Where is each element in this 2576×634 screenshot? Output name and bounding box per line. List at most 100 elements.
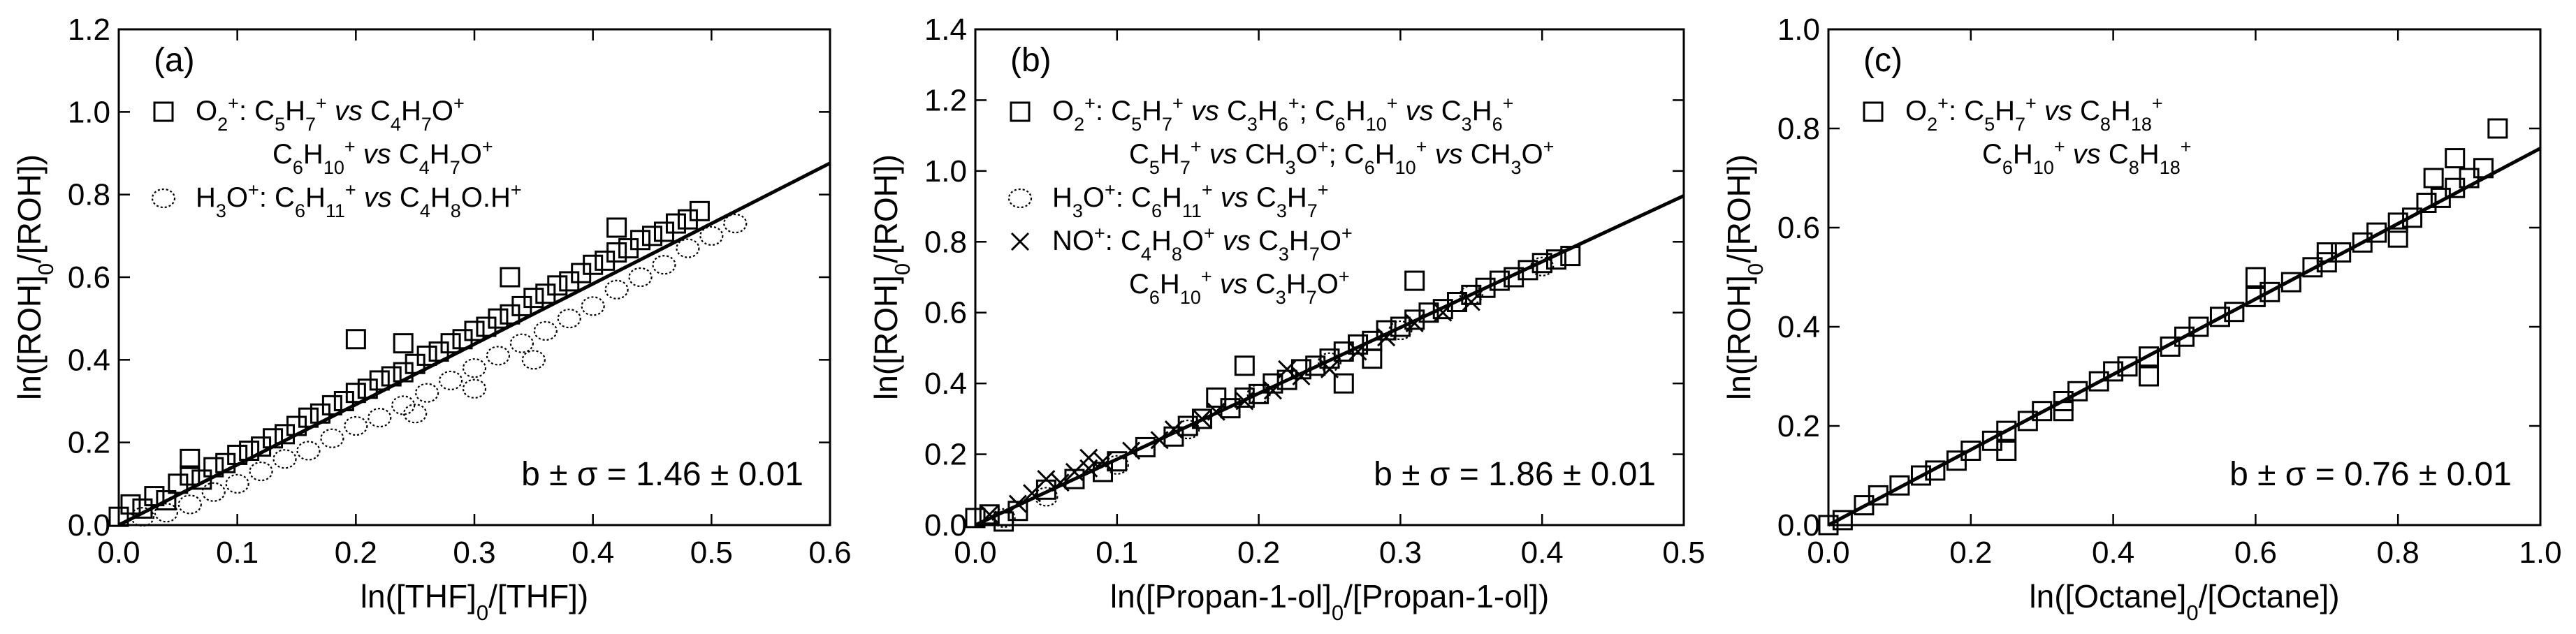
legend-entry: NO+: C4H8O+ vs C3H7O+ (1052, 223, 1353, 265)
data-point (1489, 270, 1510, 291)
x-tick-label: 0.4 (2092, 536, 2134, 570)
legend-entry: O2+: C5H7+ vs C8H18+ (1905, 93, 2163, 135)
data-point (488, 308, 509, 329)
x-tick-label: 0.6 (2234, 536, 2277, 570)
y-tick-label: 0.0 (68, 508, 110, 543)
data-point (1037, 470, 1056, 489)
data-point (583, 254, 604, 275)
x-axis-label: ln([Propan-1-ol]0/[Propan-1-ol]) (1110, 578, 1549, 625)
data-point (1093, 462, 1114, 482)
y-tick-label: 0.0 (924, 508, 967, 543)
data-point (1390, 316, 1411, 337)
data-point (201, 482, 226, 502)
data-point (630, 230, 651, 251)
data-point (2209, 307, 2230, 327)
data-point (2402, 207, 2423, 228)
data-point (464, 320, 485, 341)
y-tick-label: 0.2 (924, 438, 967, 472)
data-point (604, 279, 629, 300)
data-point (991, 508, 1016, 528)
data-point (665, 213, 686, 234)
y-tick-label: 1.2 (68, 13, 110, 47)
y-tick-label: 0.6 (1777, 211, 1820, 245)
data-point (2331, 242, 2352, 263)
legend-entry: O2+: C5H7+ vs C4H7O+ (196, 93, 465, 135)
data-point (2302, 257, 2323, 278)
plot-frame (1827, 28, 2542, 526)
x-axis-label: ln([THF]0/[THF]) (361, 578, 588, 625)
data-point (2245, 267, 2266, 288)
data-point (547, 275, 568, 296)
plot-frame (117, 28, 831, 526)
data-point (676, 238, 700, 258)
y-tick-label: 0.2 (1777, 409, 1820, 443)
data-point (154, 503, 178, 523)
data-point (2260, 281, 2280, 302)
legend-entry: C5H7+ vs CH3O+; C6H10+ vs CH3O+ (1129, 136, 1554, 178)
panel-b: 0.0 0.1 0.2 0.3 0.4 0.5 0.0 0.2 0.4 0.6 0.8 1.0 1.2 1… (868, 13, 1705, 625)
data-point (345, 329, 366, 350)
fit-annotation: b ± σ = 1.86 ± 0.01 (1374, 456, 1656, 493)
data-point (1064, 469, 1085, 489)
data-point (2117, 356, 2138, 377)
y-tick-label: 1.0 (924, 154, 967, 189)
data-point (320, 428, 344, 448)
legend-entry: O2+: C5H7+ vs C3H6+; C6H10+ vs C3H6+ (1052, 93, 1513, 135)
data-point (1135, 436, 1156, 457)
data-point (272, 449, 297, 469)
data-point (2188, 316, 2209, 337)
data-point (440, 333, 461, 354)
data-point (1333, 341, 1354, 362)
panel-letter: (c) (1863, 42, 1902, 79)
data-point (652, 255, 676, 275)
data-point (1818, 515, 1839, 536)
data-point (628, 267, 653, 288)
x-tick-label: 0.3 (453, 536, 495, 570)
data-point (521, 350, 546, 370)
data-point (1418, 302, 1439, 323)
data-point (108, 506, 129, 527)
data-point (2139, 366, 2160, 387)
legend-marker (1007, 188, 1033, 209)
x-tick-label: 0.1 (1096, 536, 1138, 570)
x-tick-label: 0.3 (1379, 536, 1422, 570)
legend-entry: C6H10+ vs C8H18+ (1982, 136, 2192, 178)
data-point (1531, 253, 1552, 274)
data-point (2245, 286, 2266, 307)
x-tick-label: 0.6 (808, 536, 851, 570)
data-point (500, 267, 521, 288)
data-point (403, 404, 428, 424)
data-point (416, 345, 437, 366)
data-point (486, 346, 511, 366)
data-point (130, 507, 155, 527)
data-point (1177, 415, 1198, 436)
data-point (1475, 277, 1496, 298)
data-point (1362, 348, 1383, 369)
legend-marker (1010, 101, 1031, 122)
data-point (369, 370, 390, 391)
data-point (2032, 401, 2053, 422)
fit-annotation: b ± σ = 0.76 ± 0.01 (2229, 456, 2512, 493)
data-point (723, 213, 748, 234)
data-point (1925, 460, 1946, 481)
legend-entry: H3O+: C6H11+ vs C3H7+ (1052, 179, 1329, 221)
legend-marker (1863, 101, 1884, 122)
data-point (1107, 451, 1128, 472)
data-point (2387, 227, 2408, 248)
data-point (391, 395, 416, 415)
data-point (2280, 272, 2301, 293)
data-point (1404, 270, 1425, 291)
data-point (2423, 168, 2444, 189)
y-tick-label: 1.0 (1777, 13, 1820, 47)
data-point (2139, 346, 2160, 367)
y-axis-label: ln([ROH]0/[ROH]) (868, 154, 915, 400)
x-tick-label: 0.5 (1662, 536, 1705, 570)
data-point (2387, 212, 2408, 233)
y-tick-label: 1.2 (924, 83, 967, 117)
data-point (438, 370, 463, 391)
data-point (2366, 222, 2387, 243)
data-point (177, 494, 202, 515)
data-point (1388, 320, 1413, 341)
data-point (225, 473, 249, 494)
